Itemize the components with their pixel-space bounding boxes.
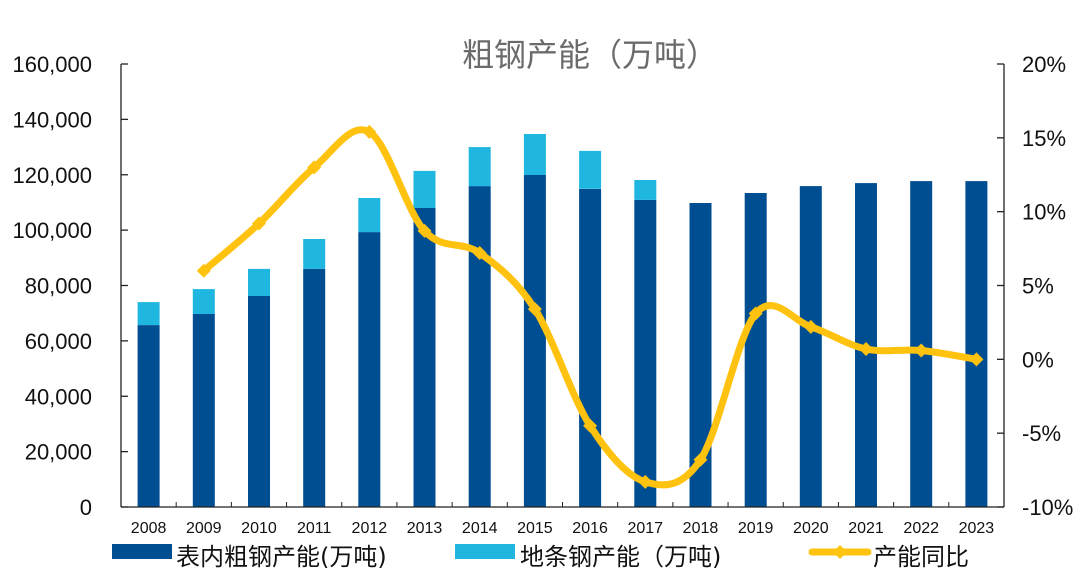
yoy-point-2022 xyxy=(914,343,929,358)
bars-layer xyxy=(137,134,988,507)
bar-ditiao-2013 xyxy=(413,170,436,208)
bar-domestic-2016 xyxy=(579,188,602,507)
x-tick-label: 2018 xyxy=(683,520,719,537)
x-tick-label: 2014 xyxy=(462,520,498,537)
bar-domestic-2008 xyxy=(137,325,160,507)
x-tick-label: 2010 xyxy=(241,520,277,537)
line-layer xyxy=(196,124,984,489)
bar-domestic-2019 xyxy=(744,193,767,507)
yoy-point-2020 xyxy=(803,319,818,334)
left-tick-label: 0 xyxy=(80,495,92,520)
legend-label-ditiao: 地条钢产能（万吨) xyxy=(520,543,721,571)
bar-ditiao-2016 xyxy=(579,150,602,189)
x-tick-label: 2022 xyxy=(903,520,939,537)
yoy-point-2018 xyxy=(693,452,708,467)
bar-ditiao-2014 xyxy=(468,147,491,187)
yoy-point-2019 xyxy=(748,306,763,321)
x-tick-label: 2012 xyxy=(352,520,388,537)
x-tick-label: 2021 xyxy=(848,520,884,537)
bar-domestic-2017 xyxy=(634,199,657,507)
bar-ditiao-2009 xyxy=(192,289,215,314)
legend: 表内粗钢产能(万吨) 地条钢产能（万吨) 产能同比 xyxy=(112,543,969,571)
right-tick-label: 20% xyxy=(1022,52,1066,77)
yoy-point-2015 xyxy=(527,302,542,317)
right-tick-label: 0% xyxy=(1022,347,1054,372)
bar-domestic-2010 xyxy=(248,296,270,507)
left-tick-label: 80,000 xyxy=(25,274,92,299)
x-tick-label: 2017 xyxy=(627,520,663,537)
bar-domestic-2012 xyxy=(358,232,381,507)
x-tick-label: 2008 xyxy=(131,520,167,537)
bar-ditiao-2010 xyxy=(248,268,270,296)
right-tick-label: 15% xyxy=(1022,126,1066,151)
right-tick-label: 10% xyxy=(1022,200,1066,225)
legend-swatch-ditiao xyxy=(455,544,515,559)
yoy-point-2014 xyxy=(472,246,487,261)
yoy-point-2010 xyxy=(251,216,266,231)
bar-domestic-2014 xyxy=(468,186,491,507)
yoy-point-2021 xyxy=(859,341,874,356)
legend-marker-yoy xyxy=(833,545,847,559)
bar-domestic-2013 xyxy=(413,208,436,507)
legend-swatch-domestic xyxy=(112,544,172,559)
left-tick-label: 40,000 xyxy=(25,384,92,409)
yoy-point-2009 xyxy=(196,263,211,278)
bar-ditiao-2015 xyxy=(523,134,546,175)
bar-ditiao-2011 xyxy=(303,239,326,269)
left-tick-label: 100,000 xyxy=(12,218,92,243)
yoy-point-2013 xyxy=(417,223,432,238)
yoy-point-2016 xyxy=(583,418,598,433)
x-tick-label: 2019 xyxy=(738,520,774,537)
left-tick-label: 60,000 xyxy=(25,329,92,354)
right-tick-label: -10% xyxy=(1022,495,1073,520)
bar-ditiao-2012 xyxy=(358,198,381,233)
right-tick-label: -5% xyxy=(1022,421,1061,446)
chart-title: 粗钢产能（万吨） xyxy=(462,36,718,74)
left-tick-label: 120,000 xyxy=(12,163,92,188)
bar-domestic-2018 xyxy=(689,203,712,507)
yoy-point-2011 xyxy=(307,160,322,175)
x-tick-label: 2009 xyxy=(186,520,222,537)
yoy-point-2023 xyxy=(969,352,984,367)
bar-domestic-2023 xyxy=(965,181,988,507)
x-tick-label: 2011 xyxy=(297,520,332,537)
right-tick-label: 5% xyxy=(1022,274,1054,299)
x-tick-label: 2016 xyxy=(572,520,608,537)
bar-ditiao-2008 xyxy=(137,302,160,326)
x-tick-label: 2013 xyxy=(407,520,443,537)
axes-layer: 0 20,000 40,000 60,000 80,000 100,000 120,000 1… xyxy=(12,52,1073,537)
yoy-point-2017 xyxy=(638,474,653,489)
legend-label-yoy: 产能同比 xyxy=(873,543,969,571)
left-tick-label: 20,000 xyxy=(25,440,92,465)
left-tick-label: 140,000 xyxy=(12,107,92,132)
x-tick-label: 2020 xyxy=(793,520,829,537)
x-tick-label: 2015 xyxy=(517,520,553,537)
bar-domestic-2015 xyxy=(523,175,546,507)
legend-label-domestic: 表内粗钢产能(万吨) xyxy=(176,543,387,571)
left-tick-label: 160,000 xyxy=(12,52,92,77)
bar-domestic-2009 xyxy=(192,314,215,507)
x-tick-label: 2023 xyxy=(959,520,995,537)
bar-ditiao-2017 xyxy=(634,180,657,200)
bar-domestic-2020 xyxy=(799,186,822,507)
bar-domestic-2011 xyxy=(303,268,326,507)
yoy-point-2012 xyxy=(362,124,377,139)
